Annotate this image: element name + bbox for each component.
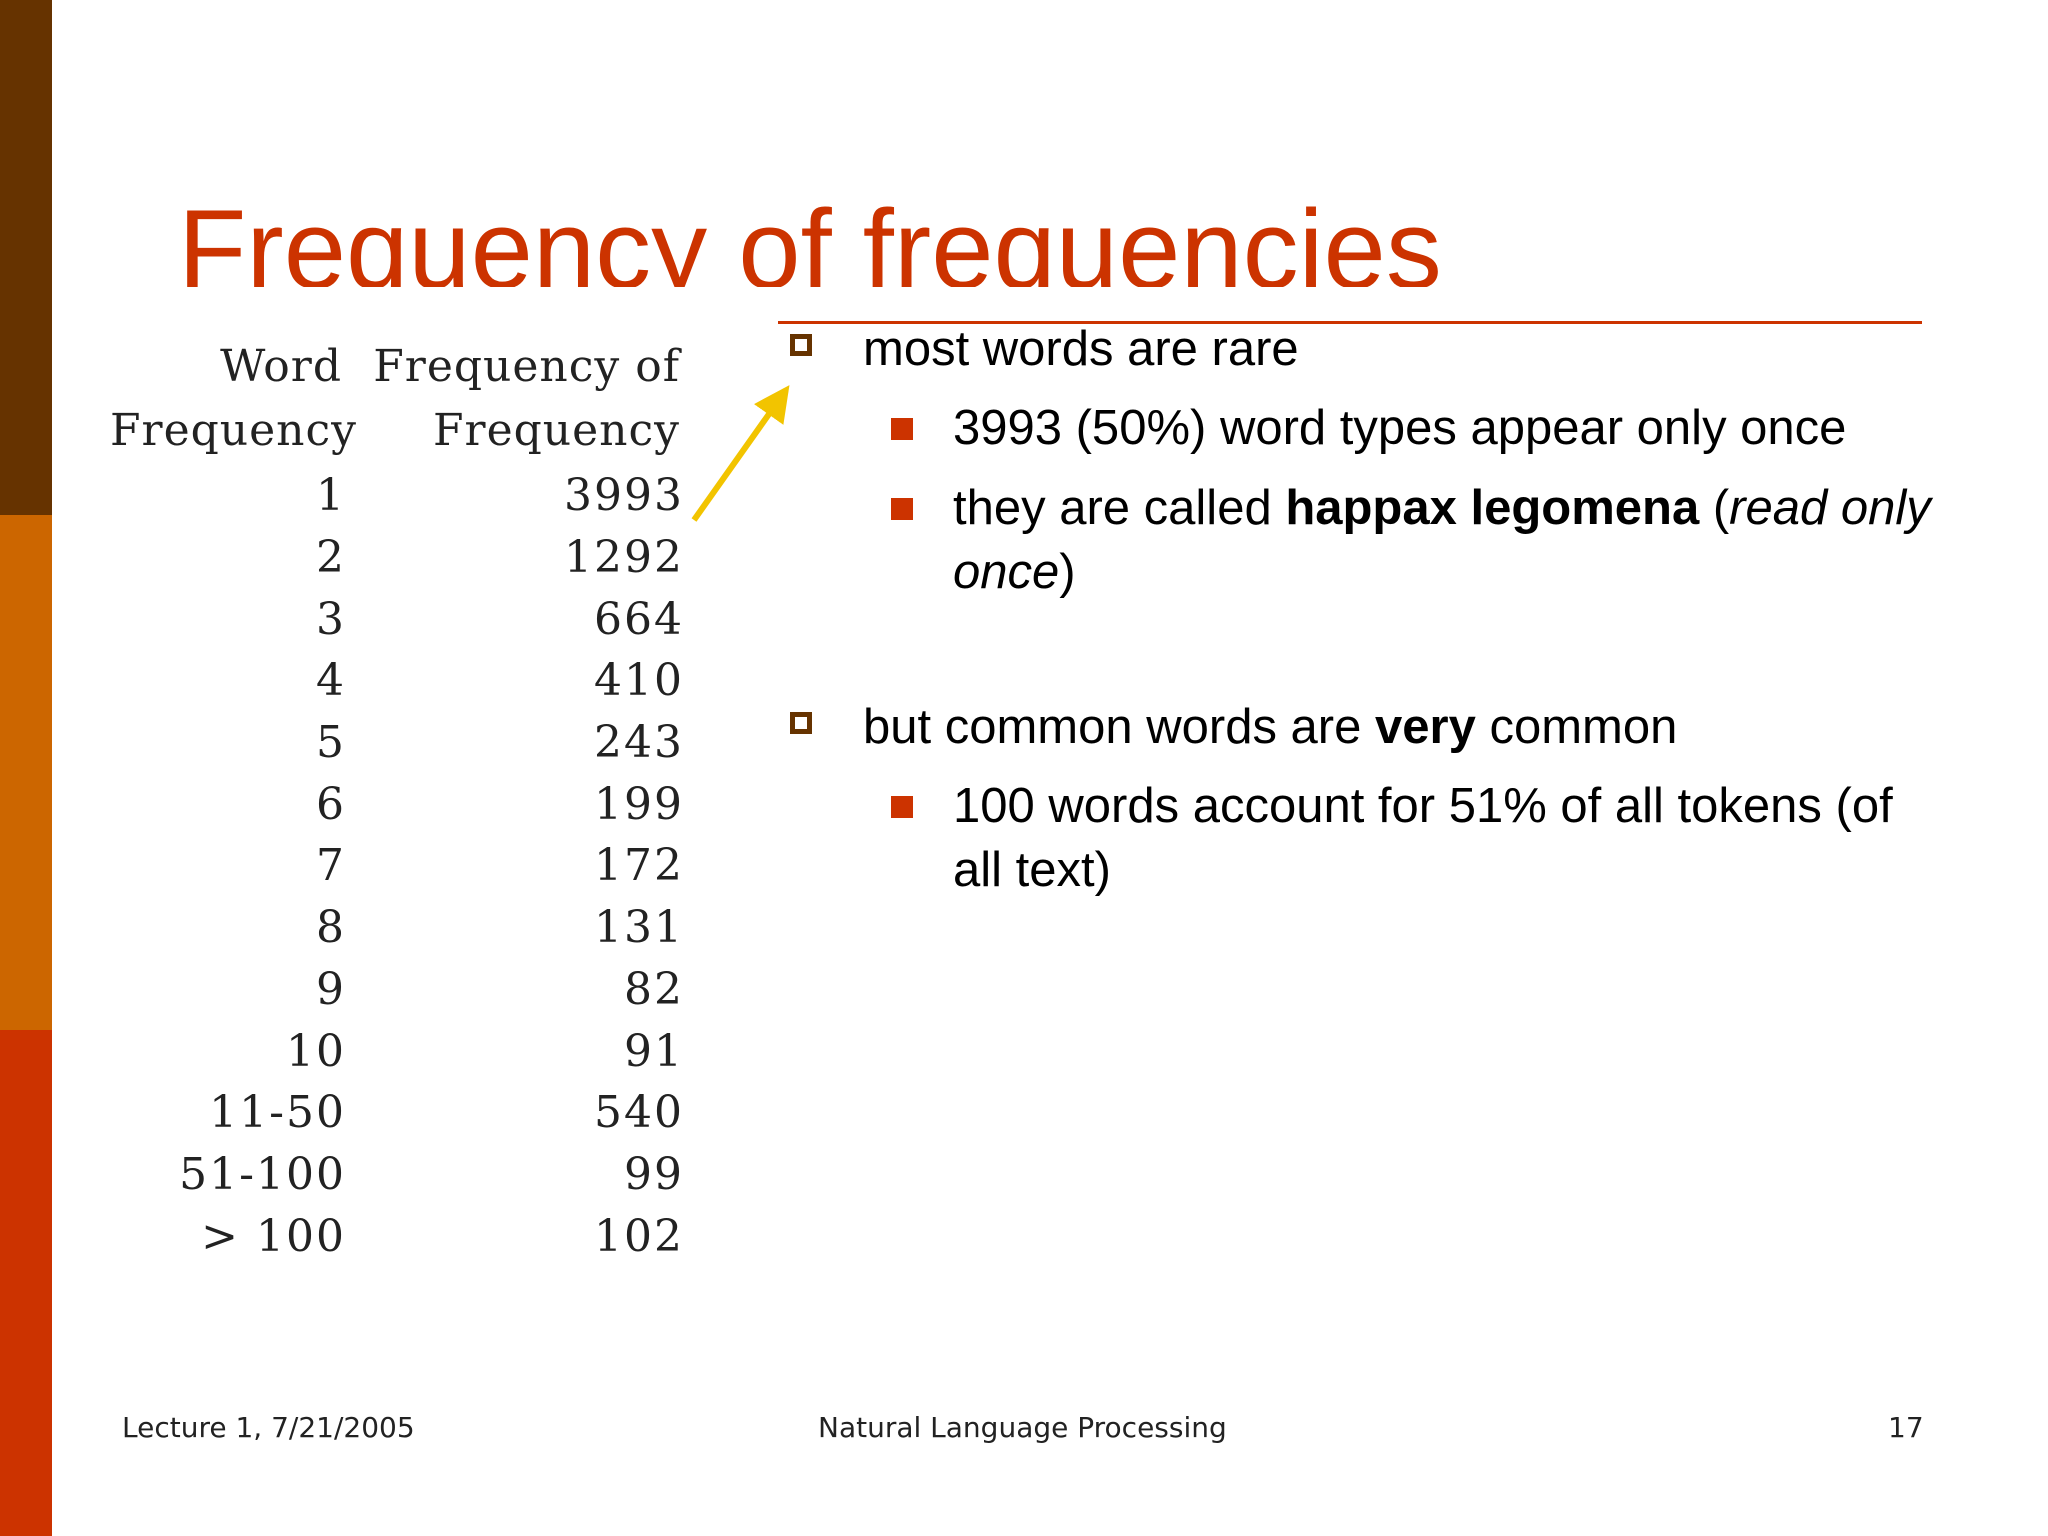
header-frequency-of-frequency: Frequency of Frequency <box>373 341 680 456</box>
bullet-text-mid: ( <box>1699 481 1730 535</box>
word-frequency-cell: > 100 <box>201 1210 346 1262</box>
table-row: 9 82 <box>110 959 700 1021</box>
word-frequency-cell: 51-100 <box>179 1148 346 1200</box>
word-frequency-cell: 6 <box>316 778 346 830</box>
footer-course: Natural Language Processing <box>818 1411 1227 1444</box>
bullet-text-italic: read only once <box>953 481 1931 599</box>
table-row: > 100 102 <box>110 1205 700 1267</box>
bullet-text-post: ) <box>1059 545 1076 599</box>
bullet-level1-common: but common words are very common <box>790 696 2000 758</box>
slide-title: Frequency of frequencies <box>178 187 1442 287</box>
table-row: 3 664 <box>110 588 700 650</box>
frequency-of-frequency-cell: 131 <box>594 902 684 954</box>
table-row: 2 1292 <box>110 527 700 589</box>
frequency-of-frequency-cell: 243 <box>594 717 684 769</box>
table-row: 6 199 <box>110 773 700 835</box>
bullet-level2-happax: they are called happax legomena (read on… <box>891 476 1943 604</box>
table-row: 10 91 <box>110 1020 700 1082</box>
table-row: 8 131 <box>110 897 700 959</box>
bullet-text-bold: happax legomena <box>1285 481 1700 535</box>
slide-title-container: Frequency of frequencies <box>178 185 1578 287</box>
table-row: 7 172 <box>110 835 700 897</box>
word-frequency-cell: 8 <box>316 902 346 954</box>
hollow-square-bullet-icon <box>790 712 812 734</box>
bullet-list: most words are rare 3993 (50%) word type… <box>790 318 2000 902</box>
word-frequency-cell: 2 <box>316 532 346 584</box>
bullet-text: 100 words account for 51% of all tokens … <box>953 779 1893 897</box>
word-frequency-cell: 5 <box>316 717 346 769</box>
table-row: 4 410 <box>110 650 700 712</box>
bullet-level1-rare: most words are rare <box>790 318 2000 380</box>
table-header: Word Frequency Frequency of Frequency <box>110 335 700 465</box>
bullet-text-post: common <box>1475 700 1678 754</box>
word-frequency-cell: 3 <box>316 593 346 645</box>
side-bar-top-segment <box>0 0 52 515</box>
frequency-of-frequency-cell: 1292 <box>564 532 684 584</box>
arrow-line <box>691 385 790 522</box>
bullet-level2-once: 3993 (50%) word types appear only once <box>891 396 1943 460</box>
frequency-of-frequency-cell: 91 <box>624 1025 684 1077</box>
frequency-of-frequency-cell: 99 <box>624 1148 684 1200</box>
bullet-text: most words are rare <box>863 322 1299 376</box>
frequency-of-frequency-cell: 82 <box>624 963 684 1015</box>
word-frequency-cell: 7 <box>316 840 346 892</box>
frequency-of-frequency-cell: 199 <box>594 778 684 830</box>
footer-lecture: Lecture 1, 7/21/2005 <box>122 1411 415 1444</box>
word-frequency-cell: 1 <box>316 470 346 522</box>
footer-page-number: 17 <box>1888 1411 1924 1444</box>
side-bar-bottom-segment <box>0 1030 52 1536</box>
bullet-text-pre: but common words are <box>863 700 1375 754</box>
word-frequency-cell: 4 <box>316 655 346 707</box>
word-frequency-cell: 9 <box>316 963 346 1015</box>
word-frequency-cell: 11-50 <box>209 1087 346 1139</box>
hollow-square-bullet-icon <box>790 334 812 356</box>
frequency-of-frequency-cell: 102 <box>594 1210 684 1262</box>
frequency-of-frequency-cell: 664 <box>594 593 684 645</box>
filled-square-bullet-icon <box>891 796 913 818</box>
frequency-of-frequency-cell: 172 <box>594 840 684 892</box>
title-underline <box>778 321 1922 324</box>
bullet-text: 3993 (50%) word types appear only once <box>953 401 1847 455</box>
bullet-level2-tokens: 100 words account for 51% of all tokens … <box>891 774 1943 902</box>
bullet-text-bold: very <box>1375 700 1476 754</box>
frequency-of-frequency-cell: 410 <box>594 655 684 707</box>
header-word-frequency: Word Frequency <box>110 341 357 456</box>
side-bar-middle-segment <box>0 515 52 1030</box>
frequency-of-frequency-cell: 3993 <box>564 470 684 522</box>
table-row: 51-100 99 <box>110 1144 700 1206</box>
filled-square-bullet-icon <box>891 418 913 440</box>
table-row: 1 3993 <box>110 465 700 527</box>
word-frequency-cell: 10 <box>286 1025 346 1077</box>
table-row: 5 243 <box>110 712 700 774</box>
bullet-text-pre: they are called <box>953 481 1286 535</box>
table-row: 11-50 540 <box>110 1082 700 1144</box>
filled-square-bullet-icon <box>891 498 913 520</box>
side-accent-bar <box>0 0 52 1536</box>
frequency-of-frequency-cell: 540 <box>594 1087 684 1139</box>
